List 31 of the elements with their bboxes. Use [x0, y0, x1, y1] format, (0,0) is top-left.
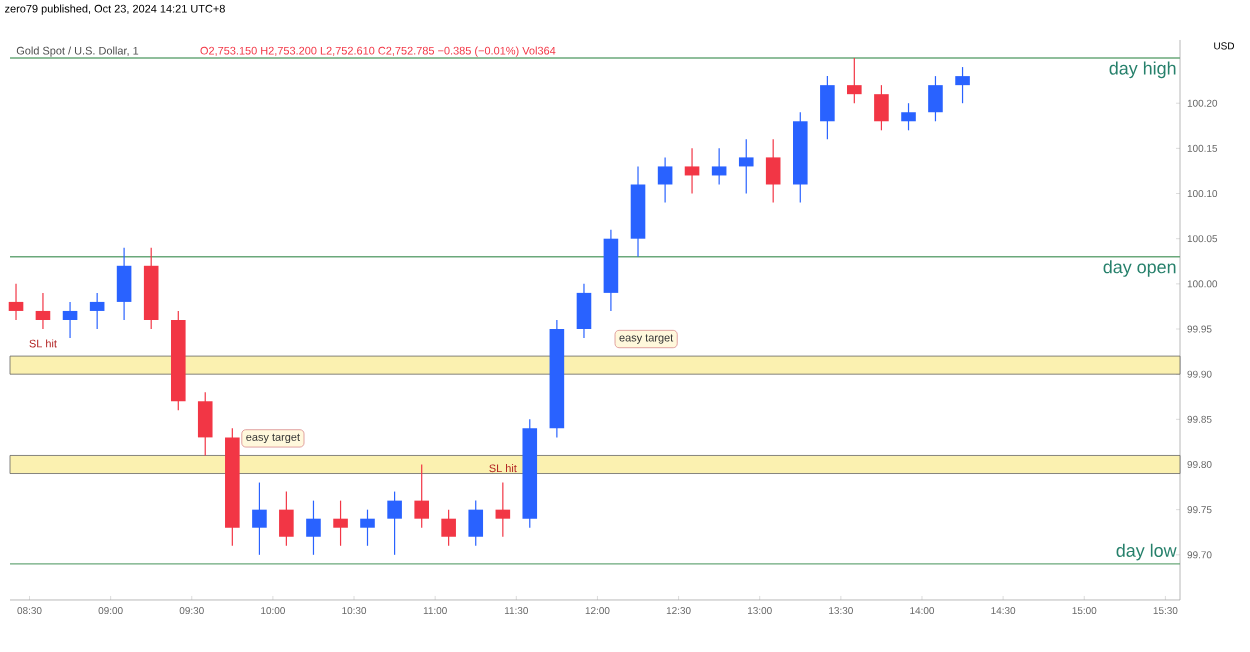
candlestick — [333, 500, 348, 547]
candlestick — [901, 102, 916, 131]
candlestick — [89, 292, 105, 330]
candlestick — [711, 147, 727, 186]
candlestick — [360, 509, 375, 547]
candlestick — [928, 75, 943, 122]
candlestick — [8, 283, 24, 321]
ref-line-label: day high — [1109, 61, 1176, 79]
candlestick — [495, 481, 511, 538]
candlestick — [414, 463, 430, 529]
candlestick — [35, 292, 51, 330]
candlestick — [197, 391, 213, 457]
candlestick — [116, 247, 132, 321]
ref-line-label: day low — [1116, 543, 1177, 561]
candlestick — [441, 509, 456, 547]
candlestick — [684, 147, 700, 195]
candlestick — [874, 84, 889, 131]
candlestick — [657, 156, 673, 204]
candlestick — [765, 138, 781, 204]
candlestick — [847, 57, 862, 104]
candlestick — [306, 500, 321, 556]
candlestick — [576, 283, 592, 339]
candlestick — [387, 490, 402, 556]
candlestick — [468, 500, 484, 547]
candlestick — [279, 490, 294, 547]
ref-line-label: day open — [1103, 260, 1176, 277]
candlestick — [62, 301, 78, 339]
candlestick — [252, 481, 267, 556]
candlestick — [955, 66, 970, 104]
candlestick — [820, 75, 835, 140]
candlestick — [738, 138, 754, 195]
